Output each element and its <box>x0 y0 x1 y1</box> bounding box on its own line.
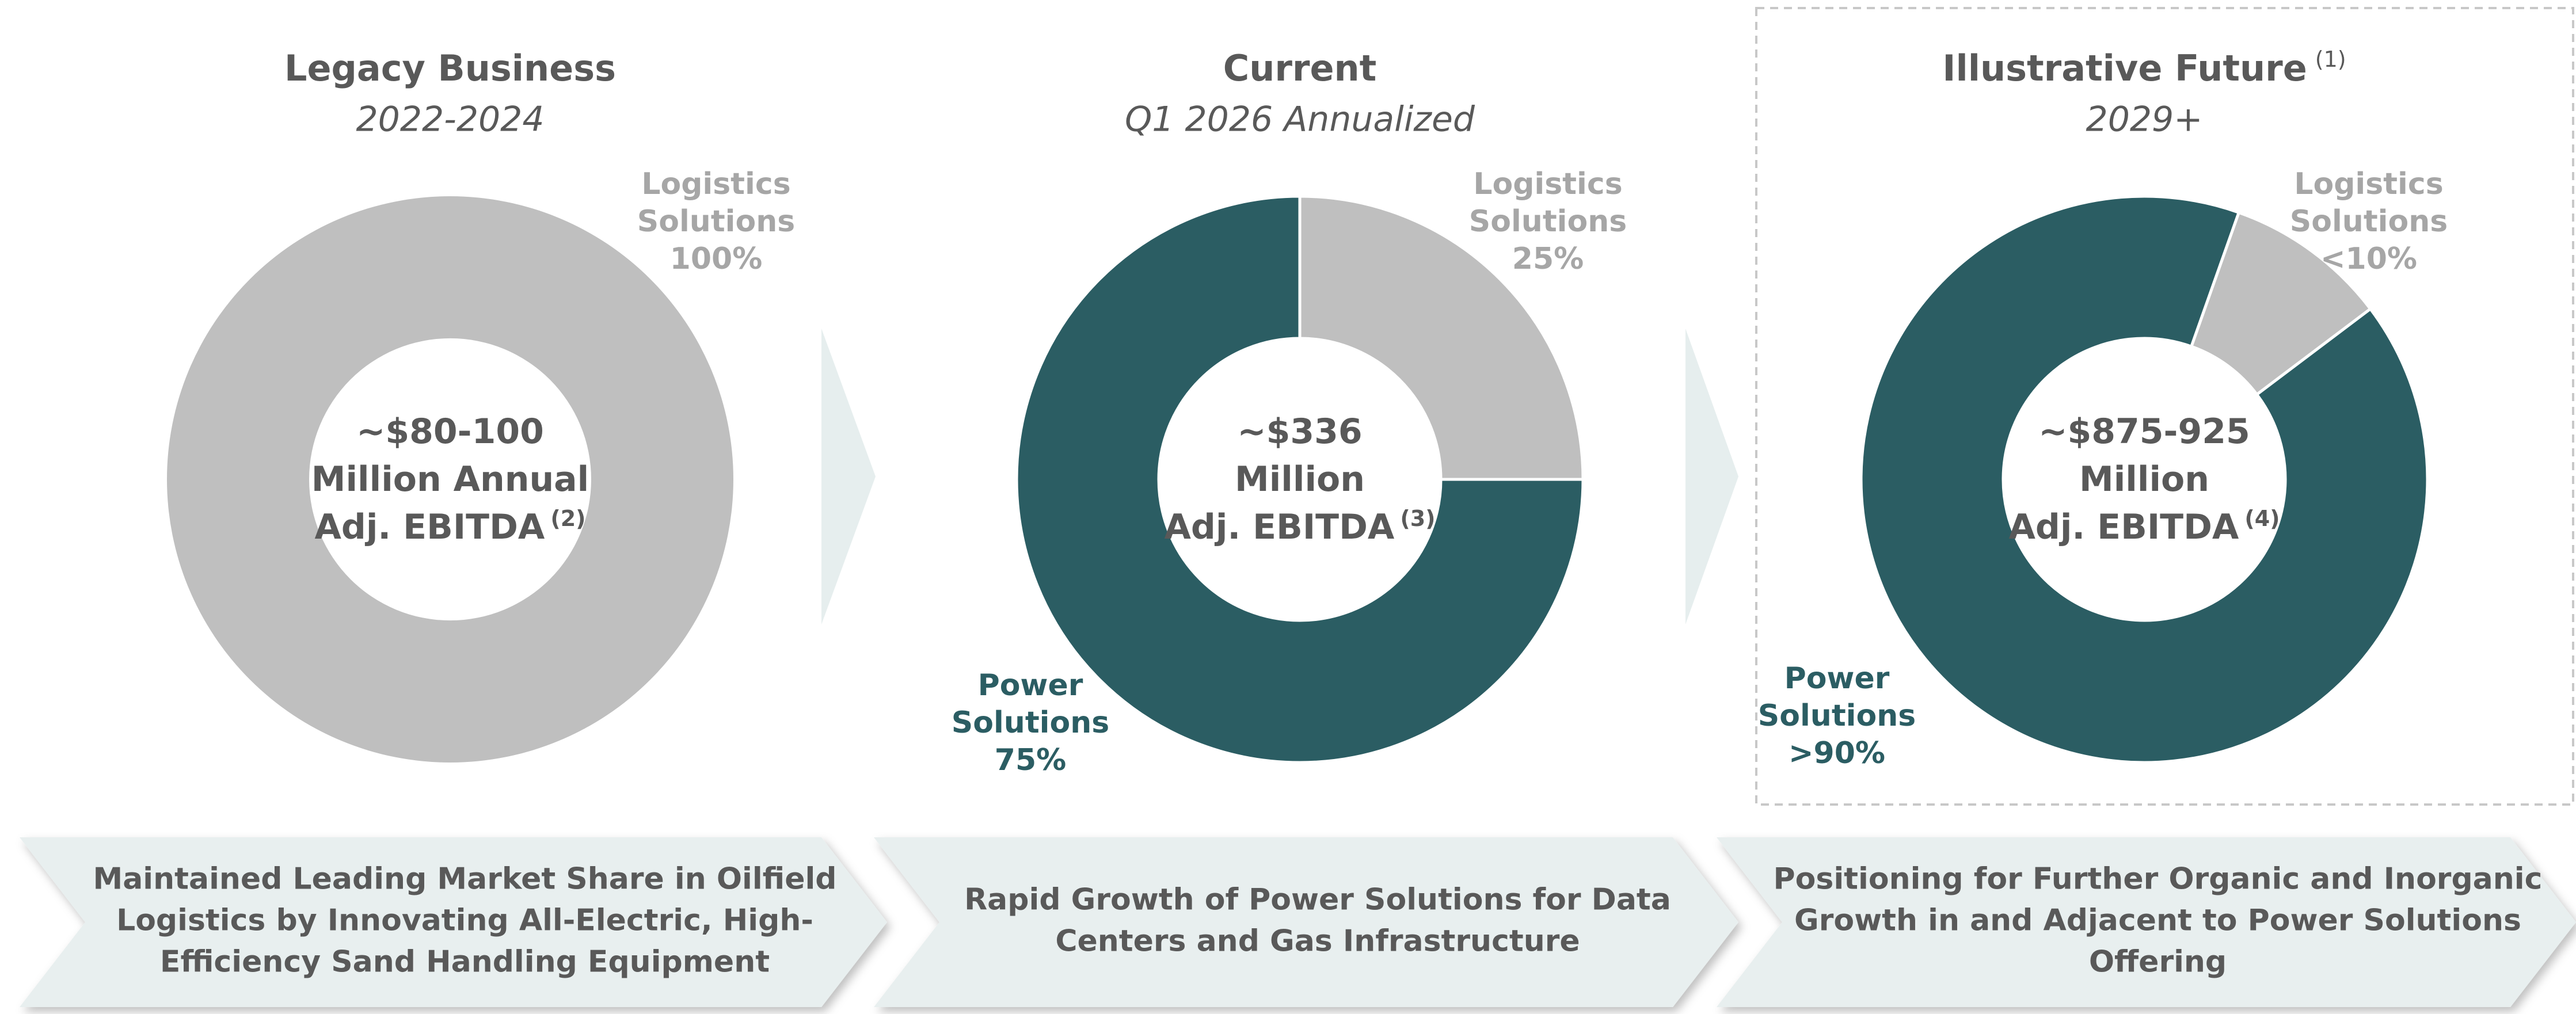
banner-text: Centers and Gas Infrastructure <box>1055 924 1580 959</box>
center-text-line: Adj. EBITDA <box>2008 507 2239 547</box>
banner-text: Positioning for Further Organic and Inor… <box>1774 862 2543 897</box>
banner-text: Growth in and Adjacent to Power Solution… <box>1794 904 2521 938</box>
donut-slice <box>167 196 733 763</box>
flow-arrow <box>1685 329 1738 624</box>
center-text: Million Annual <box>311 459 589 500</box>
slice-value-label: 100% <box>670 242 763 276</box>
center-text-line: ~$336 <box>1237 411 1362 452</box>
flow-arrow <box>821 329 876 624</box>
center-text-line: ~$80-100 <box>356 411 544 452</box>
slice-label: Logistics Solutions <box>637 167 795 239</box>
banner-text: Efficiency Sand Handling Equipment <box>160 945 770 979</box>
center-text-line: Million <box>2079 459 2209 500</box>
title-note: (1) <box>2315 47 2346 72</box>
slice-value-label: 75% <box>995 743 1066 777</box>
chart-title: Illustrative Future (1) <box>1942 47 2346 90</box>
slice-label: Logistics Solutions <box>2290 167 2448 239</box>
chart-title-text: Legacy Business <box>284 47 616 89</box>
center-note: (3) <box>1400 506 1435 531</box>
future-box <box>1755 7 2574 806</box>
donut-slice <box>1298 195 1585 481</box>
banner-text: Rapid Growth of Power Solutions for Data <box>964 883 1671 917</box>
chart-subtitle: Q1 2026 Annualized <box>1125 100 1475 140</box>
banner-text: Maintained Leading Market Share in Oilfi… <box>93 862 836 897</box>
chart-title: Current <box>1223 47 1377 89</box>
center-note: (2) <box>550 506 585 531</box>
banner-chevron <box>874 837 1738 1007</box>
center-text: ~$336 <box>1237 411 1362 452</box>
donut-slice <box>1015 195 1585 764</box>
center-text: ~$875-925 <box>2038 411 2250 452</box>
center-text: Million <box>2079 459 2209 500</box>
center-text-line: Adj. EBITDA <box>314 507 545 547</box>
center-note: (4) <box>2244 506 2280 531</box>
center-text: Million <box>1235 459 1365 500</box>
donut-slice <box>2189 211 2373 397</box>
slice-value-label: 25% <box>1512 242 1584 276</box>
chart-title-text: Illustrative Future <box>1942 47 2307 89</box>
center-text: Adj. EBITDA (2) <box>314 506 585 547</box>
center-text: Adj. EBITDA (3) <box>1164 506 1435 547</box>
slice-label: Power Solutions <box>1758 661 1916 733</box>
donut-slice <box>1859 195 2429 764</box>
chart-title-text: Current <box>1223 47 1377 89</box>
banner-chevron <box>20 837 887 1007</box>
chart-title: Legacy Business <box>284 47 616 89</box>
slice-label: Logistics Solutions <box>1469 167 1627 239</box>
banner-chevron <box>1717 837 2576 1007</box>
banner-text: Offering <box>2089 945 2227 979</box>
center-text: Adj. EBITDA (4) <box>2008 506 2280 547</box>
slice-value-label: >90% <box>1789 736 1885 771</box>
center-text-line: ~$875-925 <box>2038 411 2250 452</box>
center-text-line: Million Annual <box>311 459 589 500</box>
center-text: ~$80-100 <box>356 411 544 452</box>
chart-subtitle: 2022-2024 <box>356 100 544 140</box>
center-text-line: Million <box>1235 459 1365 500</box>
slice-label: Power Solutions <box>952 668 1109 740</box>
slice-value-label: <10% <box>2320 242 2417 276</box>
banner-text: Logistics by Innovating All-Electric, Hi… <box>116 904 813 938</box>
center-text-line: Adj. EBITDA <box>1164 507 1394 547</box>
chart-subtitle: 2029+ <box>2086 100 2203 140</box>
